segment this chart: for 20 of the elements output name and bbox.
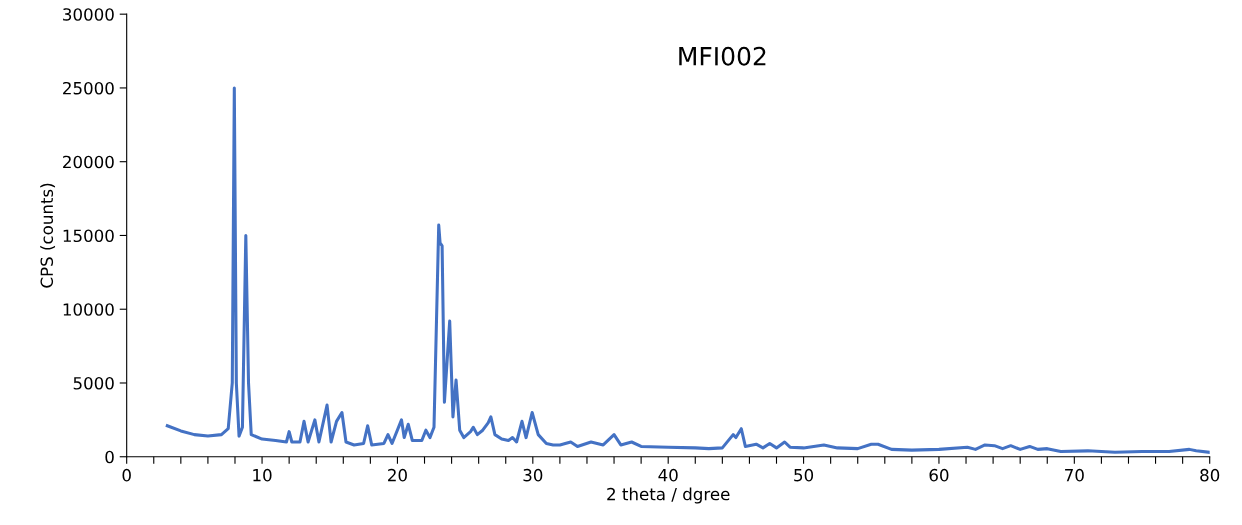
x-tick-label: 0	[122, 468, 131, 482]
x-tick-label: 60	[929, 468, 949, 482]
y-tick-label: 25000	[63, 81, 114, 95]
x-tick-label: 70	[1065, 468, 1084, 482]
line-series	[165, 86, 1210, 454]
x-tick-label: 50	[794, 468, 814, 482]
y-tick-label: 15000	[63, 229, 114, 243]
y-tick-label: 20000	[63, 155, 114, 169]
x-tick-label: 10	[253, 468, 272, 482]
x-tick-label: 40	[658, 468, 678, 482]
y-tick-label: 10000	[63, 303, 114, 316]
y-tick-label: 0	[105, 450, 114, 464]
y-axis-title: CPS (counts)	[40, 183, 56, 288]
y-tick-label: 5000	[73, 376, 114, 390]
x-tick-label: 30	[523, 468, 543, 482]
x-tick-label: 20	[388, 468, 407, 482]
x-axis-title: 2 theta / dgree	[607, 487, 730, 504]
x-tick-label: 80	[1200, 468, 1220, 482]
y-tick-label: 30000	[63, 8, 114, 21]
text: MFI002	[679, 46, 766, 66]
